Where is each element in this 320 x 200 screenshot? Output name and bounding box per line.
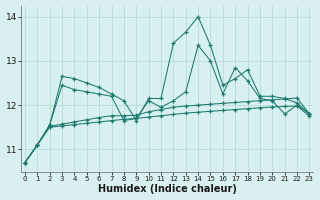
X-axis label: Humidex (Indice chaleur): Humidex (Indice chaleur) xyxy=(98,184,236,194)
